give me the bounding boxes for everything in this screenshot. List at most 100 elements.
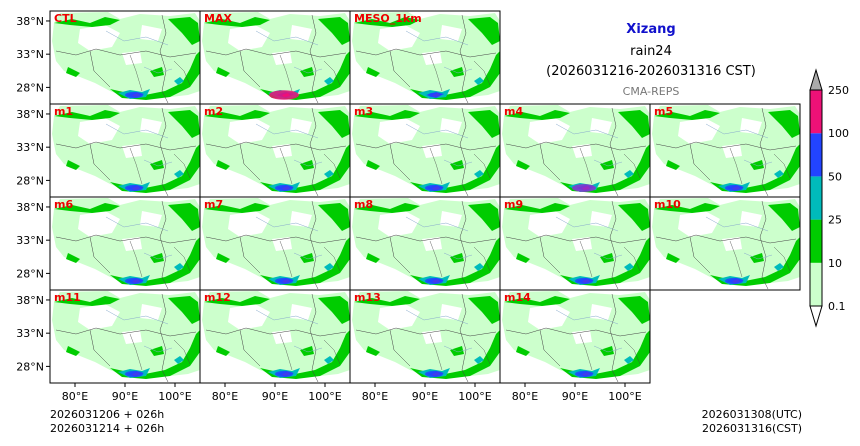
colorbar-level-label: 50: [828, 170, 842, 183]
map-title: Xizang: [626, 22, 675, 37]
colorbar-frame: [809, 89, 823, 307]
rain-core: [275, 370, 293, 378]
lat-tick-label: 33°N: [16, 234, 44, 247]
lat-tick-label: 38°N: [16, 108, 44, 121]
lon-tick-label: 90°E: [412, 390, 438, 403]
panel-label: m1: [54, 105, 73, 118]
lon-tick-label: 80°E: [512, 390, 538, 403]
lon-tick-label: 100°E: [458, 390, 491, 403]
lat-tick-label: 28°N: [16, 174, 44, 187]
panel-label: m6: [54, 198, 73, 211]
rain-core: [275, 277, 293, 285]
lon-tick-label: 90°E: [112, 390, 138, 403]
lat-tick-label: 28°N: [16, 267, 44, 280]
map-panel-m2: m2: [199, 103, 351, 198]
panel-label: m10: [654, 198, 681, 211]
panel-label: m4: [504, 105, 523, 118]
map-panel-m5: m5: [649, 103, 801, 198]
panel-label: m2: [204, 105, 223, 118]
lon-tick-label: 90°E: [262, 390, 288, 403]
map-panel-m12: m12: [199, 289, 351, 384]
colorbar-level-label: 250: [828, 84, 849, 97]
map-panel-m10: m10: [649, 196, 801, 291]
source-label: CMA-REPS: [623, 85, 680, 98]
map-panel-meso_1km: MESO_1km: [349, 10, 501, 105]
map-panel-m8: m8: [349, 196, 501, 291]
rain-core: [428, 92, 440, 98]
map-panel-m13: m13: [349, 289, 501, 384]
rain-core: [425, 184, 443, 192]
colorbar-segment: [810, 219, 822, 263]
init-utc-label: 2026031206 + 026h: [50, 408, 164, 421]
colorbar-segment: [810, 133, 822, 177]
panel-label: m7: [204, 198, 223, 211]
lat-tick-label: 33°N: [16, 141, 44, 154]
variable-label: rain24: [630, 44, 672, 59]
panel-frame: [649, 196, 801, 291]
rain-core: [425, 277, 443, 285]
colorbar-segment: [810, 90, 822, 134]
lon-tick-label: 80°E: [62, 390, 88, 403]
rain-core: [572, 184, 596, 192]
rain-core: [725, 277, 743, 285]
panel-label: MESO_1km: [354, 12, 422, 25]
lat-tick-label: 28°N: [16, 81, 44, 94]
lat-tick-label: 33°N: [16, 48, 44, 61]
period-label: (2026031216-2026031316 CST): [546, 64, 756, 79]
panel-label: MAX: [204, 12, 232, 25]
lat-tick-label: 38°N: [16, 15, 44, 28]
lon-tick-label: 80°E: [362, 390, 388, 403]
panel-label: m13: [354, 291, 381, 304]
map-panel-m6: m6: [49, 196, 201, 291]
colorbar: 0.1 10 25 50 100 250: [809, 68, 849, 328]
init-cst-label: 2026031214 + 026h: [50, 422, 164, 435]
rain-core: [125, 277, 143, 285]
lon-tick-label: 100°E: [158, 390, 191, 403]
panel-label: m8: [354, 198, 373, 211]
rain-core: [575, 277, 593, 285]
rain-core: [425, 370, 443, 378]
rain-core: [275, 184, 293, 192]
rain-core: [269, 90, 299, 100]
panel-label: m3: [354, 105, 373, 118]
rain-core: [125, 184, 143, 192]
map-panel-m11: m11: [49, 289, 201, 384]
colorbar-under-arrow: [809, 305, 823, 328]
colorbar-segment: [810, 176, 822, 220]
map-panel-m1: m1: [49, 103, 201, 198]
lon-tick-label: 90°E: [562, 390, 588, 403]
rain-core: [575, 370, 593, 378]
panel-label: m12: [204, 291, 231, 304]
panel-label: m11: [54, 291, 81, 304]
map-panel-ctl: CTL: [49, 10, 201, 105]
valid-utc-label: 2026031308(UTC): [702, 408, 802, 421]
lat-tick-label: 33°N: [16, 327, 44, 340]
panel-label: m14: [504, 291, 531, 304]
colorbar-level-label: 100: [828, 127, 849, 140]
valid-cst-label: 2026031316(CST): [702, 422, 802, 435]
panel-label: m9: [504, 198, 523, 211]
rain-core: [725, 184, 743, 192]
map-panel-m4: m4: [499, 103, 651, 198]
lat-tick-label: 38°N: [16, 201, 44, 214]
colorbar-over-arrow: [809, 68, 823, 91]
lat-tick-label: 28°N: [16, 360, 44, 373]
lon-tick-label: 100°E: [608, 390, 641, 403]
rain-core: [125, 370, 143, 378]
lat-tick-label: 38°N: [16, 294, 44, 307]
panel-label: m5: [654, 105, 673, 118]
rain-core: [125, 91, 143, 99]
map-panel-m9: m9: [499, 196, 651, 291]
panel-label: CTL: [54, 12, 77, 25]
lon-tick-label: 80°E: [212, 390, 238, 403]
lon-tick-label: 100°E: [308, 390, 341, 403]
map-panel-m14: m14: [499, 289, 651, 384]
colorbar-level-label: 25: [828, 214, 842, 227]
map-panel-m7: m7: [199, 196, 351, 291]
colorbar-segment: [810, 262, 822, 306]
map-panel-m3: m3: [349, 103, 501, 198]
colorbar-level-label: 0.1: [828, 300, 846, 313]
map-panel-max: MAX: [199, 10, 351, 105]
colorbar-level-label: 10: [828, 257, 842, 270]
